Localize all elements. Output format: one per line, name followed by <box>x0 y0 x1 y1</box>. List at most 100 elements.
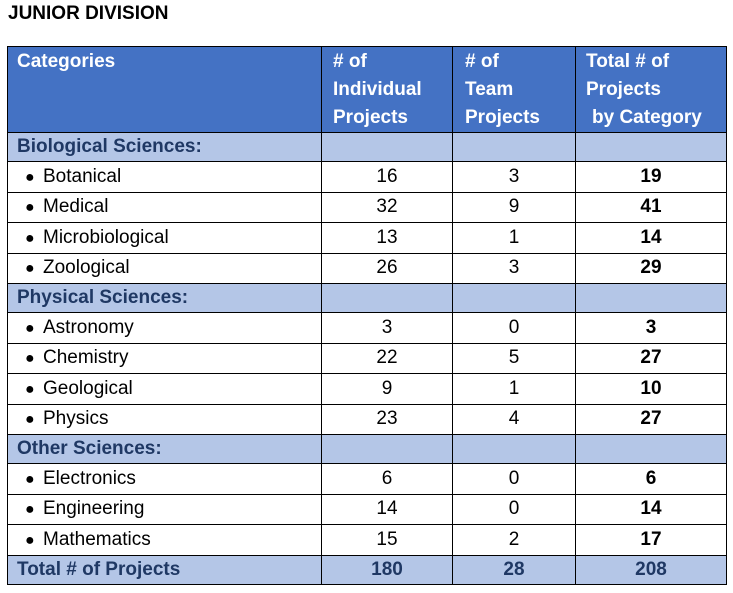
total-cell: 27 <box>575 403 727 435</box>
totals-individual: 180 <box>321 554 453 585</box>
total-cell: 14 <box>575 222 727 254</box>
category-cell: ● Chemistry <box>7 342 322 374</box>
header-categories: Categories <box>7 46 322 133</box>
category-cell: ● Engineering <box>7 493 322 525</box>
team-cell: 0 <box>452 493 576 525</box>
team-cell: 3 <box>452 161 576 193</box>
section-empty-cell <box>321 434 453 464</box>
section-empty-cell <box>452 434 576 464</box>
category-name: Geological <box>43 377 133 399</box>
total-cell: 3 <box>575 312 727 344</box>
team-cell: 5 <box>452 342 576 374</box>
section-label: Biological Sciences: <box>7 132 322 162</box>
section-empty-cell <box>452 283 576 313</box>
team-cell: 4 <box>452 403 576 435</box>
team-cell: 3 <box>452 252 576 284</box>
header-line: Projects <box>333 107 408 128</box>
header-line: Individual <box>333 79 422 100</box>
category-cell: ● Astronomy <box>7 312 322 344</box>
totals-row: Total # of Projects 180 28 208 <box>7 554 727 585</box>
category-cell: ● Medical <box>7 191 322 223</box>
category-name: Mathematics <box>43 528 151 550</box>
team-cell: 2 <box>452 524 576 556</box>
category-name: Chemistry <box>43 347 129 369</box>
section-empty-cell <box>575 434 727 464</box>
bullet-icon: ● <box>25 501 35 519</box>
table-row: ● Medical 32 9 41 <box>7 191 727 223</box>
page-title: JUNIOR DIVISION <box>8 3 169 24</box>
totals-team: 28 <box>452 554 576 585</box>
individual-cell: 16 <box>321 161 453 193</box>
section-label: Physical Sciences: <box>7 283 322 313</box>
total-cell: 41 <box>575 191 727 223</box>
table-row: ● Geological 9 1 10 <box>7 373 727 405</box>
category-name: Microbiological <box>43 226 169 248</box>
team-cell: 0 <box>452 463 576 495</box>
table-row: ● Electronics 6 0 6 <box>7 463 727 495</box>
category-cell: ● Geological <box>7 373 322 405</box>
header-team-projects: # of Team Projects <box>452 46 576 133</box>
bullet-icon: ● <box>25 229 35 247</box>
category-name: Medical <box>43 196 109 218</box>
total-cell: 19 <box>575 161 727 193</box>
header-line: Projects <box>465 107 540 128</box>
projects-table: Categories # of Individual Projects # of… <box>7 46 727 585</box>
bullet-icon: ● <box>25 319 35 337</box>
totals-total: 208 <box>575 554 727 585</box>
header-total-by-category: Total # of Projects by Category <box>575 46 727 133</box>
team-cell: 1 <box>452 373 576 405</box>
table-row: ● Botanical 16 3 19 <box>7 161 727 193</box>
category-name: Zoological <box>43 257 130 279</box>
bullet-icon: ● <box>25 199 35 217</box>
team-cell: 1 <box>452 222 576 254</box>
individual-cell: 13 <box>321 222 453 254</box>
team-cell: 9 <box>452 191 576 223</box>
header-individual-projects: # of Individual Projects <box>321 46 453 133</box>
table-row: ● Chemistry 22 5 27 <box>7 342 727 374</box>
header-line: Projects <box>586 79 661 100</box>
table-row: ● Physics 23 4 27 <box>7 403 727 435</box>
individual-cell: 32 <box>321 191 453 223</box>
individual-cell: 6 <box>321 463 453 495</box>
category-cell: ● Electronics <box>7 463 322 495</box>
individual-cell: 26 <box>321 252 453 284</box>
category-name: Astronomy <box>43 316 134 338</box>
total-cell: 27 <box>575 342 727 374</box>
header-line: # of <box>465 51 499 72</box>
category-cell: ● Zoological <box>7 252 322 284</box>
category-cell: ● Physics <box>7 403 322 435</box>
bullet-icon: ● <box>25 470 35 488</box>
header-line: Team <box>465 79 514 100</box>
team-cell: 0 <box>452 312 576 344</box>
category-name: Electronics <box>43 467 136 489</box>
totals-label: Total # of Projects <box>7 554 322 585</box>
total-cell: 17 <box>575 524 727 556</box>
section-empty-cell <box>452 132 576 162</box>
individual-cell: 14 <box>321 493 453 525</box>
individual-cell: 15 <box>321 524 453 556</box>
total-cell: 6 <box>575 463 727 495</box>
bullet-icon: ● <box>25 380 35 398</box>
table-header-row: Categories # of Individual Projects # of… <box>7 46 727 133</box>
total-cell: 29 <box>575 252 727 284</box>
total-cell: 10 <box>575 373 727 405</box>
bullet-icon: ● <box>25 260 35 278</box>
table-row: ● Astronomy 3 0 3 <box>7 312 727 344</box>
individual-cell: 22 <box>321 342 453 374</box>
header-line: Total # of <box>586 51 670 72</box>
table-row: ● Zoological 26 3 29 <box>7 252 727 284</box>
table-row: ● Engineering 14 0 14 <box>7 493 727 525</box>
individual-cell: 23 <box>321 403 453 435</box>
bullet-icon: ● <box>25 411 35 429</box>
category-name: Engineering <box>43 498 145 520</box>
individual-cell: 3 <box>321 312 453 344</box>
category-cell: ● Botanical <box>7 161 322 193</box>
section-label: Other Sciences: <box>7 434 322 464</box>
section-empty-cell <box>321 132 453 162</box>
category-name: Botanical <box>43 165 122 187</box>
total-cell: 14 <box>575 493 727 525</box>
bullet-icon: ● <box>25 168 35 186</box>
category-name: Physics <box>43 408 109 430</box>
section-row: Physical Sciences: <box>7 283 727 313</box>
individual-cell: 9 <box>321 373 453 405</box>
